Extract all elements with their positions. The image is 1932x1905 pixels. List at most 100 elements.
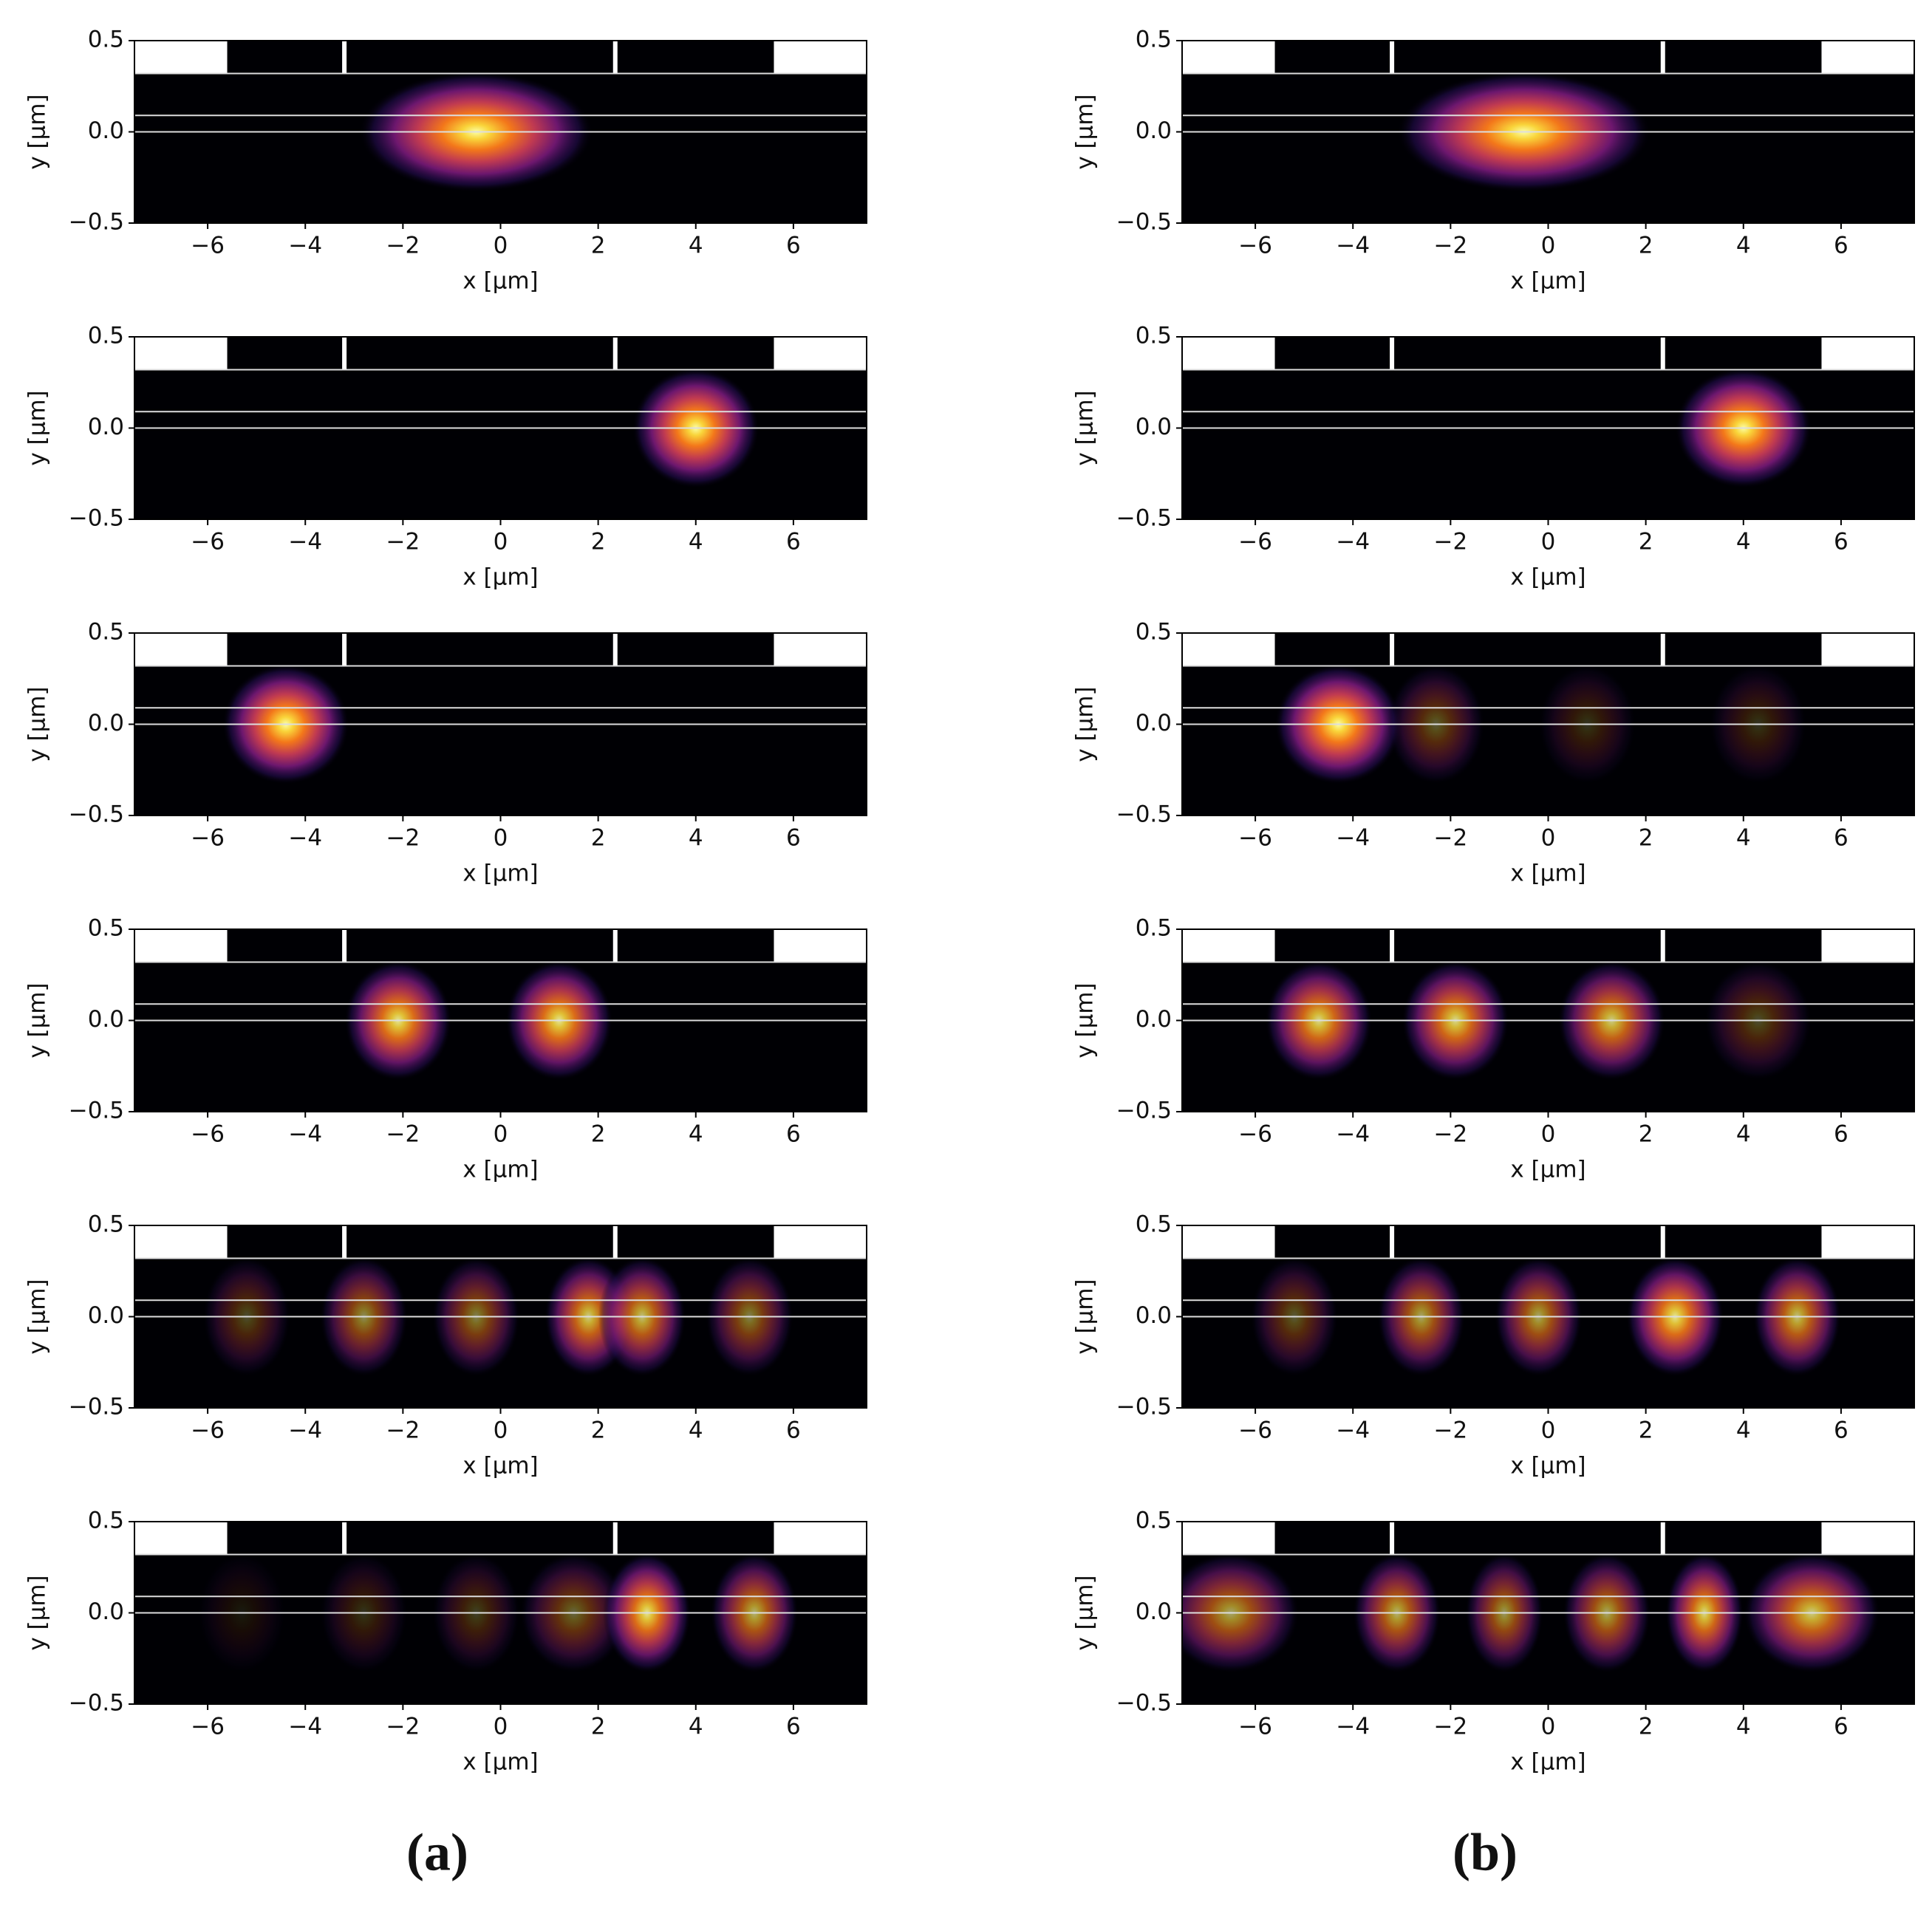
- x-tick-label: −2: [1434, 529, 1468, 555]
- structure: [1390, 633, 1395, 666]
- x-tick-label: −2: [1434, 233, 1468, 259]
- x-axis-label: x [μm]: [1510, 1749, 1585, 1776]
- y-axis-label: y [μm]: [24, 390, 51, 465]
- x-tick-label: −2: [1434, 1714, 1468, 1740]
- structure: [1660, 1522, 1665, 1555]
- x-tick-label: 0: [494, 1417, 508, 1444]
- x-tick-label: −2: [386, 529, 420, 555]
- y-axis-label: y [μm]: [1072, 686, 1099, 762]
- y-tick-label: 0.0: [88, 1302, 124, 1329]
- x-tick-label: −6: [1238, 233, 1272, 259]
- x-tick-label: 2: [591, 1121, 606, 1148]
- x-tick-label: 4: [689, 825, 703, 852]
- structure: [1390, 1225, 1395, 1259]
- structure: [612, 41, 618, 74]
- x-tick-label: 4: [1736, 529, 1751, 555]
- x-tick-label: 2: [591, 529, 606, 555]
- x-tick-label: 2: [1639, 825, 1653, 852]
- structure: [134, 1225, 228, 1259]
- structure: [1390, 929, 1395, 962]
- y-tick-label: −0.5: [1116, 1394, 1172, 1420]
- structure: [774, 633, 867, 666]
- y-tick-label: 0.5: [1136, 1211, 1172, 1238]
- x-tick-label: −6: [191, 1417, 225, 1444]
- x-tick-label: 4: [689, 1714, 703, 1740]
- structure: [774, 41, 867, 74]
- structure: [1821, 929, 1914, 962]
- structure: [342, 41, 347, 74]
- y-tick-label: −0.5: [1116, 505, 1172, 532]
- x-tick-label: 4: [689, 1121, 703, 1148]
- structure: [134, 1522, 228, 1555]
- structure: [612, 929, 618, 962]
- structure: [342, 337, 347, 370]
- structure: [1821, 41, 1914, 74]
- panel: −6 −4 −2 0 2 4 6 −0.5 0.0 0.5 x [μm] y [μm]: [1072, 323, 1915, 591]
- x-tick-label: −6: [191, 529, 225, 555]
- y-tick-label: 0.5: [88, 1211, 124, 1238]
- x-tick-label: 4: [689, 1417, 703, 1444]
- x-tick-label: −4: [288, 529, 322, 555]
- x-tick-label: 0: [494, 1714, 508, 1740]
- y-axis-label: y [μm]: [1072, 94, 1099, 169]
- x-tick-label: −4: [1336, 1714, 1370, 1740]
- x-tick-label: 0: [1541, 1417, 1556, 1444]
- panel: −6 −4 −2 0 2 4 6 −0.5 0.0 0.5 x [μm] y [μm]: [24, 27, 867, 295]
- x-tick-label: 0: [1541, 233, 1556, 259]
- y-tick-label: 0.5: [88, 619, 124, 646]
- x-tick-label: −2: [1434, 1417, 1468, 1444]
- y-tick-label: 0.5: [1136, 323, 1172, 349]
- x-tick-label: −4: [1336, 825, 1370, 852]
- x-axis-label: x [μm]: [462, 564, 538, 591]
- y-axis-label: y [μm]: [24, 94, 51, 169]
- y-tick-label: 0.0: [88, 710, 124, 736]
- x-tick-label: 6: [1834, 529, 1849, 555]
- y-tick-label: −0.5: [69, 1098, 124, 1124]
- x-tick-label: −6: [1238, 1417, 1272, 1444]
- structure: [774, 1225, 867, 1259]
- y-tick-label: 0.0: [1136, 1006, 1172, 1033]
- x-axis-label: x [μm]: [1510, 1453, 1585, 1480]
- x-tick-label: 4: [689, 233, 703, 259]
- x-tick-label: −4: [1336, 233, 1370, 259]
- x-tick-label: −4: [288, 1714, 322, 1740]
- panel: −6 −4 −2 0 2 4 6 −0.5 0.0 0.5 x [μm] y [μm]: [1072, 619, 1915, 887]
- x-tick-label: 2: [591, 825, 606, 852]
- structure: [774, 929, 867, 962]
- y-tick-label: 0.5: [88, 1508, 124, 1534]
- y-tick-label: 0.0: [1136, 710, 1172, 736]
- structure: [774, 337, 867, 370]
- y-tick-label: 0.0: [1136, 414, 1172, 440]
- x-tick-label: 0: [1541, 825, 1556, 852]
- panel: −6 −4 −2 0 2 4 6 −0.5 0.0 0.5 x [μm] y [μm]: [1072, 27, 1915, 295]
- structure: [1821, 1522, 1914, 1555]
- x-tick-label: −6: [191, 825, 225, 852]
- structure: [1821, 1225, 1914, 1259]
- structure: [134, 41, 228, 74]
- x-tick-label: 6: [786, 1417, 801, 1444]
- y-tick-label: −0.5: [69, 1394, 124, 1420]
- x-tick-label: 4: [1736, 1121, 1751, 1148]
- y-tick-label: 0.0: [88, 1006, 124, 1033]
- structure: [1660, 41, 1665, 74]
- x-tick-label: −2: [386, 1417, 420, 1444]
- x-tick-label: 6: [786, 233, 801, 259]
- x-tick-label: 4: [1736, 1714, 1751, 1740]
- y-tick-label: 0.5: [1136, 27, 1172, 53]
- y-tick-label: 0.0: [88, 414, 124, 440]
- x-tick-label: −4: [1336, 1417, 1370, 1444]
- x-tick-label: 0: [494, 1121, 508, 1148]
- structure: [1182, 633, 1275, 666]
- structure: [1660, 1225, 1665, 1259]
- y-tick-label: 0.0: [1136, 1302, 1172, 1329]
- structure: [612, 1225, 618, 1259]
- x-tick-label: −4: [1336, 529, 1370, 555]
- x-tick-label: 0: [494, 529, 508, 555]
- y-tick-label: 0.0: [1136, 117, 1172, 144]
- structure: [1660, 929, 1665, 962]
- panel-caption: (b): [1453, 1823, 1518, 1882]
- panel: −6 −4 −2 0 2 4 6 −0.5 0.0 0.5 x [μm] y [μm]: [24, 1508, 867, 1776]
- x-tick-label: −2: [386, 1714, 420, 1740]
- x-tick-label: −4: [1336, 1121, 1370, 1148]
- y-axis-label: y [μm]: [1072, 982, 1099, 1058]
